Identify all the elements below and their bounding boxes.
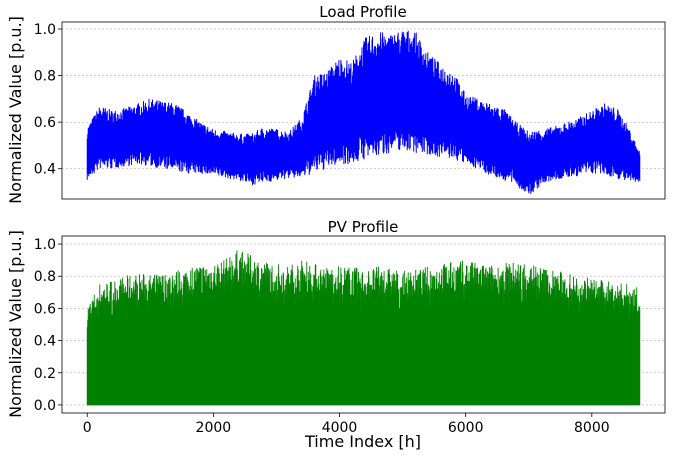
load-y-tick-label: 0.4 [34,162,56,178]
pv-x-tick-label: 4000 [322,420,358,436]
pv-y-tick-label: 0.4 [34,334,56,350]
load-profile-chart: 0.4 0.6 0.8 1.0 Load Profile Normalized Val… [6,3,666,204]
load-chart-title: Load Profile [319,3,406,21]
pv-y-tick-label: 0.0 [34,398,56,414]
pv-x-ticks: 0 2000 4000 6000 8000 [83,413,610,436]
pv-chart-title: PV Profile [328,218,399,236]
pv-x-tick-label: 6000 [448,420,484,436]
load-series-line [86,30,641,194]
pv-x-tick-label: 8000 [574,420,610,436]
load-y-tick-label: 0.8 [34,69,56,85]
pv-y-tick-label: 0.6 [34,301,56,317]
pv-x-tick-label: 2000 [196,420,232,436]
load-y-axis-label: Normalized Value [p.u.] [6,16,25,204]
pv-x-axis-label: Time Index [h] [304,432,421,451]
load-y-tick-label: 0.6 [34,115,56,131]
pv-y-tick-label: 1.0 [34,237,56,253]
pv-y-tick-label: 0.8 [34,269,56,285]
load-series-group [86,30,641,194]
pv-profile-chart: 0.0 0.2 0.4 0.6 0.8 1.0 0 2000 4000 6000 8000 PV … [6,218,666,451]
pv-series-area [87,292,640,405]
load-y-ticks: 0.4 0.6 0.8 1.0 [34,22,62,178]
pv-series-group [86,250,641,406]
load-y-tick-label: 1.0 [34,22,56,38]
pv-y-ticks: 0.0 0.2 0.4 0.6 0.8 1.0 [34,237,62,414]
pv-y-axis-label: Normalized Value [p.u.] [6,230,25,418]
pv-y-tick-label: 0.2 [34,366,56,382]
pv-x-tick-label: 0 [83,420,92,436]
